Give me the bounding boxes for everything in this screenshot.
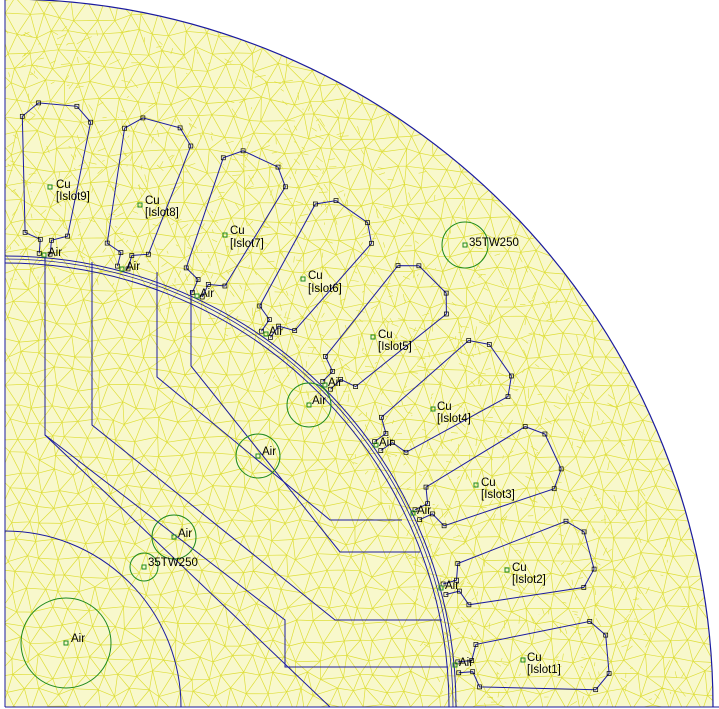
air-gap-label[interactable]: Air (269, 326, 283, 338)
slot-label-3[interactable]: Cu [Islot3] (481, 477, 515, 501)
slot-material-label: Cu (437, 401, 452, 413)
rotor-air-label[interactable]: Air (178, 528, 192, 540)
rotor-air-label[interactable]: Air (71, 633, 85, 645)
slot-material-label: Cu (56, 179, 71, 191)
slot-circuit-label: [Islot3] (481, 489, 515, 501)
air-gap-label[interactable]: Air (459, 657, 473, 669)
slot-material-label: Cu (512, 562, 527, 574)
slot-material-label: Cu (527, 652, 542, 664)
rotor-air-label[interactable]: Air (262, 446, 276, 458)
air-gap-label[interactable]: Air (445, 580, 459, 592)
slot-label-9[interactable]: Cu [Islot9] (56, 179, 90, 203)
rotor-steel-label[interactable]: 35TW250 (148, 557, 198, 569)
rotor-air-label[interactable]: Air (312, 395, 326, 407)
slot-circuit-label: [Islot6] (308, 283, 342, 295)
slot-circuit-label: [Islot5] (378, 341, 412, 353)
slot-material-label: Cu (230, 225, 245, 237)
slot-label-2[interactable]: Cu [Islot2] (512, 562, 546, 586)
slot-circuit-label: [Islot2] (512, 574, 546, 586)
motor-geometry (4, 0, 719, 708)
air-gap-label[interactable]: Air (48, 247, 62, 259)
slot-circuit-label: [Islot8] (145, 207, 179, 219)
air-gap-label[interactable]: Air (328, 377, 342, 389)
slot-label-5[interactable]: Cu [Islot5] (378, 329, 412, 353)
stator-steel-label[interactable]: 35TW250 (469, 237, 519, 249)
slot-material-label: Cu (308, 270, 323, 282)
air-gap-label[interactable]: Air (200, 288, 214, 300)
slot-material-label: Cu (481, 477, 496, 489)
air-gap-label[interactable]: Air (126, 261, 140, 273)
slot-label-6[interactable]: Cu [Islot6] (308, 270, 342, 295)
slot-circuit-label: [Islot1] (527, 664, 561, 676)
slot-label-4[interactable]: Cu [Islot4] (437, 401, 471, 425)
slot-label-1[interactable]: Cu [Islot1] (527, 652, 561, 676)
slot-circuit-label: [Islot9] (56, 191, 90, 203)
air-gap-label[interactable]: Air (379, 437, 393, 449)
slot-label-7[interactable]: Cu [Islot7] (230, 225, 264, 250)
block-label-markers (20, 184, 526, 689)
slot-material-label: Cu (378, 329, 393, 341)
slot-label-8[interactable]: Cu [Islot8] (145, 195, 179, 219)
slot-circuit-label: [Islot4] (437, 413, 471, 425)
air-gap-label[interactable]: Air (417, 505, 431, 517)
slot-material-label: Cu (145, 195, 160, 207)
slot-circuit-label: [Islot7] (230, 238, 264, 250)
